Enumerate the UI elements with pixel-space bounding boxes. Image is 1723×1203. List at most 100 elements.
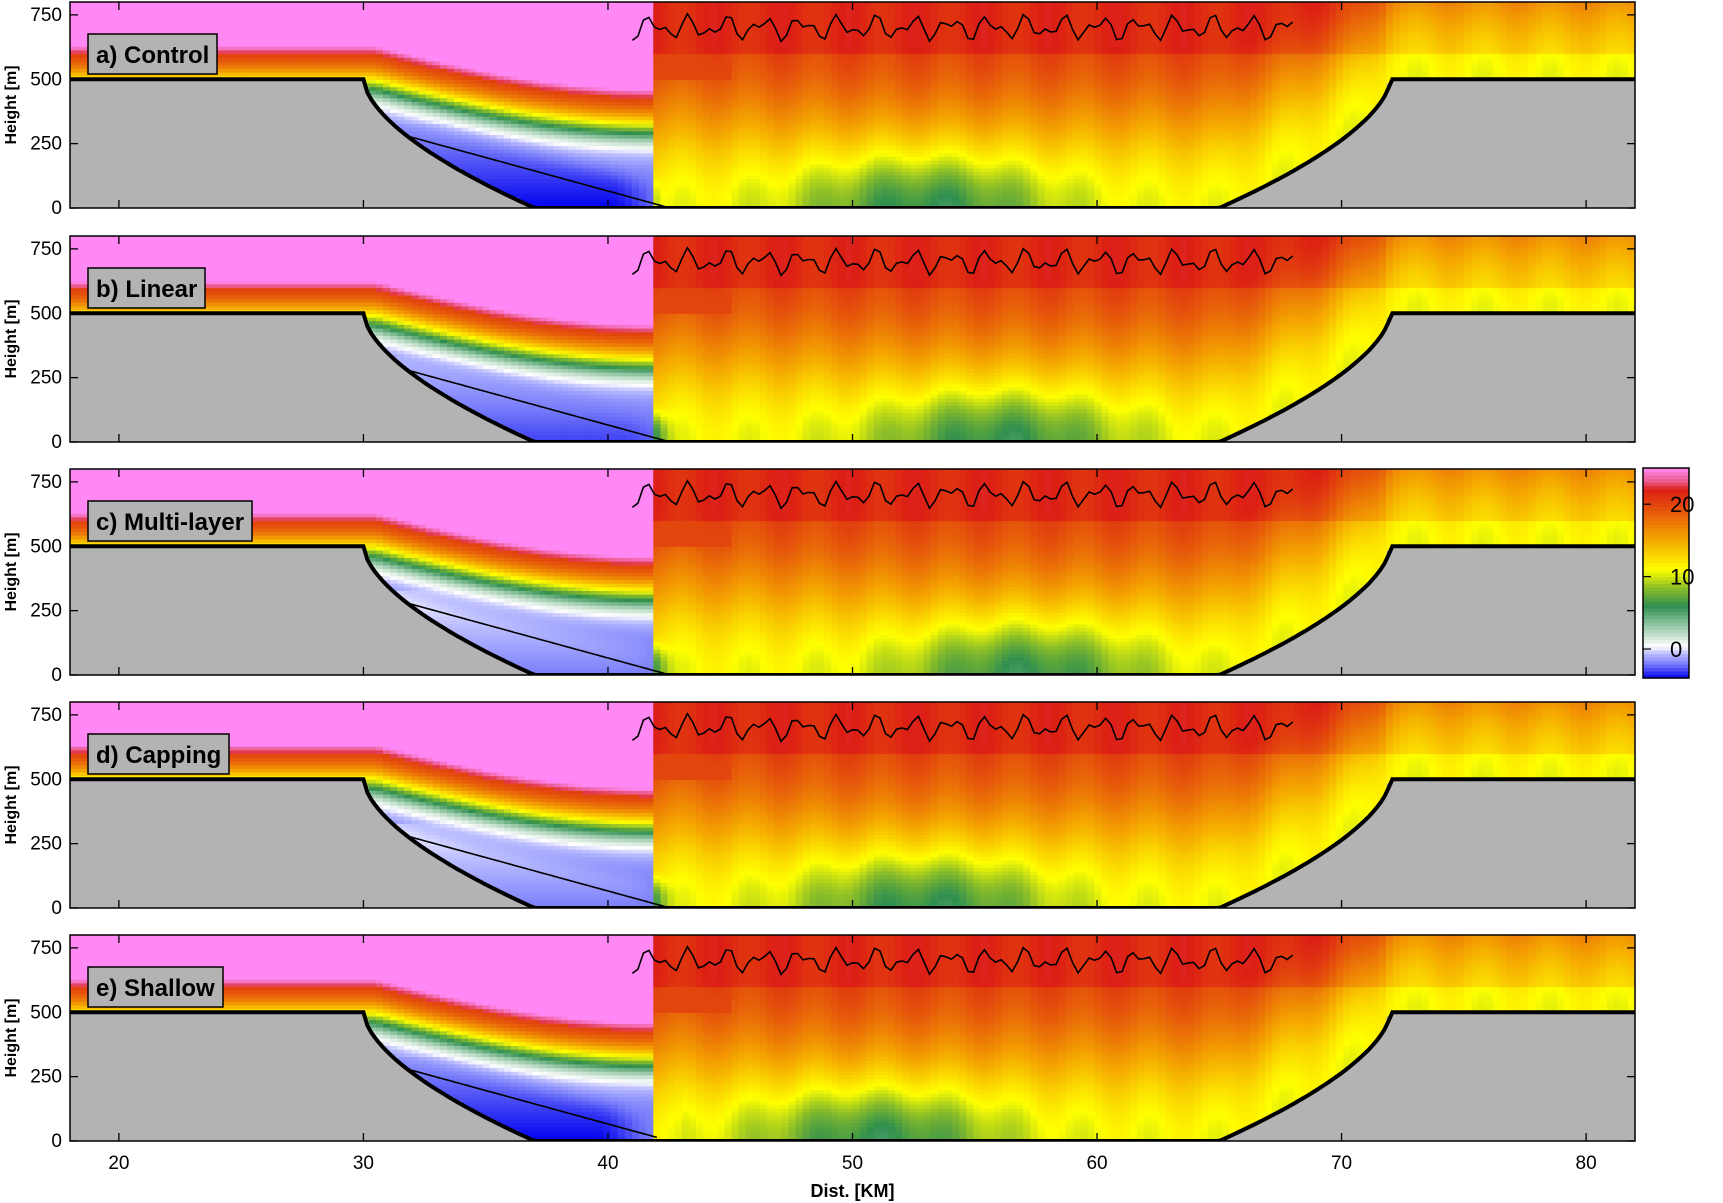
field-cell: [731, 197, 740, 202]
field-cell: [539, 134, 548, 139]
field-cell: [653, 149, 661, 154]
field-cell: [575, 53, 583, 58]
field-cell: [454, 2, 462, 7]
field-cell: [162, 2, 171, 7]
field-cell: [553, 5, 562, 10]
field-cell: [660, 163, 669, 169]
field-cell: [781, 71, 790, 77]
field-cell: [639, 108, 647, 113]
field-cell: [511, 127, 519, 132]
field-cell: [688, 134, 697, 139]
field-cell: [767, 167, 775, 172]
field-cell: [923, 193, 932, 198]
field-cell: [774, 130, 782, 136]
field-cell: [454, 68, 462, 73]
field-cell: [795, 185, 804, 191]
field-cell: [745, 27, 754, 33]
field-cell: [731, 86, 740, 91]
field-cell: [518, 5, 526, 10]
field-cell: [909, 163, 918, 169]
field-cell: [653, 16, 661, 21]
field-cell: [752, 193, 761, 198]
field-cell: [596, 116, 605, 121]
field-cell: [809, 46, 818, 51]
field-cell: [660, 20, 669, 25]
field-cell: [859, 94, 868, 99]
field-cell: [432, 53, 441, 58]
field-cell: [909, 20, 918, 25]
field-cell: [482, 86, 491, 91]
field-cell: [653, 119, 661, 124]
field-cell: [475, 105, 484, 110]
field-cell: [283, 68, 292, 73]
field-cell: [354, 20, 363, 25]
field-cell: [255, 35, 263, 40]
field-cell: [439, 130, 448, 136]
field-cell: [518, 163, 526, 169]
field-cell: [717, 97, 725, 102]
field-cell: [674, 42, 683, 47]
field-cell: [532, 171, 541, 176]
field-cell: [667, 178, 676, 183]
field-cell: [582, 127, 590, 132]
field-cell: [425, 82, 434, 88]
field-cell: [696, 2, 704, 7]
field-cell: [425, 79, 434, 84]
field-cell: [617, 60, 626, 66]
field-cell: [169, 27, 178, 33]
field-cell: [888, 160, 896, 165]
field-cell: [703, 112, 711, 117]
field-cell: [809, 167, 818, 172]
field-cell: [77, 42, 85, 47]
field-cell: [511, 20, 519, 25]
field-cell: [582, 116, 590, 121]
field-cell: [738, 82, 747, 88]
field-cell: [632, 160, 640, 165]
field-cell: [781, 116, 790, 121]
field-cell: [390, 86, 398, 91]
field-cell: [503, 27, 512, 33]
field-cell: [703, 31, 711, 36]
field-cell: [738, 71, 747, 77]
field-cell: [838, 163, 846, 169]
field-cell: [447, 24, 455, 29]
field-cell: [724, 90, 733, 95]
field-cell: [404, 5, 412, 10]
field-cell: [240, 24, 249, 29]
field-cell: [710, 123, 718, 128]
field-cell: [98, 13, 107, 18]
field-cell: [816, 163, 825, 169]
field-cell: [439, 16, 448, 21]
field-cell: [361, 46, 370, 51]
field-cell: [439, 68, 448, 73]
field-cell: [916, 127, 925, 132]
field-cell: [745, 53, 754, 58]
field-cell: [617, 163, 626, 169]
field-cell: [603, 160, 612, 165]
field-cell: [795, 167, 804, 172]
field-cell: [881, 57, 889, 62]
field-cell: [297, 24, 306, 29]
field-cell: [475, 35, 484, 40]
field-cell: [866, 46, 875, 51]
field-cell: [795, 60, 804, 66]
field-cell: [368, 68, 377, 73]
field-cell: [881, 200, 889, 205]
field-cell: [632, 57, 640, 62]
field-cell: [660, 16, 669, 21]
field-cell: [77, 38, 85, 44]
field-cell: [802, 60, 811, 66]
field-cell: [411, 16, 420, 21]
field-cell: [425, 86, 434, 91]
field-cell: [568, 156, 576, 161]
field-cell: [888, 57, 896, 62]
field-cell: [752, 163, 761, 169]
field-cell: [546, 127, 555, 132]
field-cell: [84, 13, 92, 18]
field-cell: [311, 35, 320, 40]
field-cell: [475, 97, 484, 102]
field-cell: [681, 123, 690, 128]
field-cell: [432, 145, 441, 150]
field-cell: [525, 178, 533, 183]
field-cell: [767, 64, 775, 69]
